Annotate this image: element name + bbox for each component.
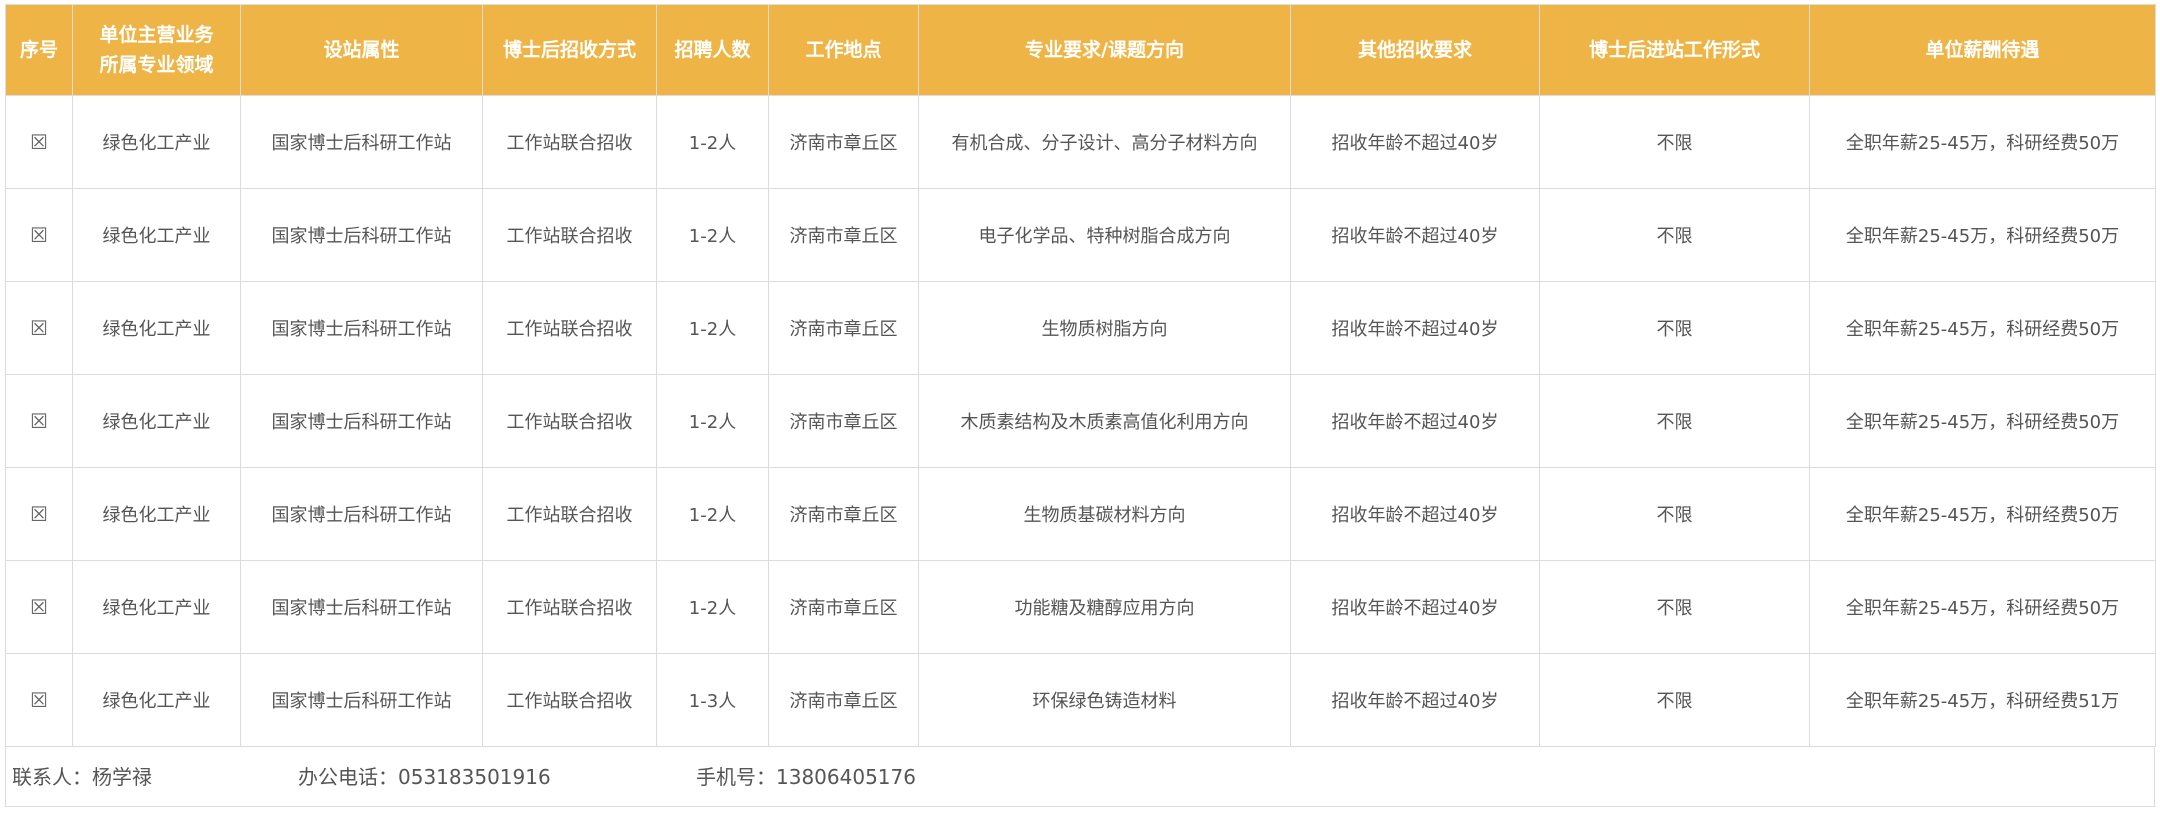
- cell-count: 1-3人: [656, 653, 769, 747]
- cell-other: 招收年龄不超过40岁: [1290, 653, 1540, 747]
- cell-field: 绿色化工产业: [72, 653, 241, 747]
- field-header-line1: 单位主营业务: [99, 24, 214, 46]
- cell-other: 招收年龄不超过40岁: [1290, 560, 1540, 654]
- missing-image-icon: ☒: [5, 467, 73, 561]
- cell-form: 不限: [1539, 95, 1810, 189]
- cell-field: 绿色化工产业: [72, 374, 241, 468]
- cell-form: 不限: [1539, 188, 1810, 282]
- cell-direction: 生物质树脂方向: [918, 281, 1291, 375]
- cell-pay: 全职年薪25-45万，科研经费50万: [1809, 95, 2156, 189]
- mobile-phone: 手机号：13806405176: [696, 765, 916, 789]
- cell-count: 1-2人: [656, 188, 769, 282]
- cell-count: 1-2人: [656, 374, 769, 468]
- col-header-field: 单位主营业务 所属专业领域: [72, 4, 241, 96]
- cell-type: 国家博士后科研工作站: [240, 374, 483, 468]
- missing-image-icon: ☒: [5, 374, 73, 468]
- cell-location: 济南市章丘区: [768, 560, 919, 654]
- cell-method: 工作站联合招收: [482, 467, 657, 561]
- cell-count: 1-2人: [656, 95, 769, 189]
- cell-other: 招收年龄不超过40岁: [1290, 95, 1540, 189]
- cell-method: 工作站联合招收: [482, 653, 657, 747]
- table-row: ☒ 绿色化工产业 国家博士后科研工作站 工作站联合招收 1-2人 济南市章丘区 生物质树脂方…: [5, 281, 2156, 375]
- col-header-location: 工作地点: [768, 4, 919, 96]
- cell-type: 国家博士后科研工作站: [240, 281, 483, 375]
- cell-field: 绿色化工产业: [72, 281, 241, 375]
- table-row: ☒ 绿色化工产业 国家博士后科研工作站 工作站联合招收 1-2人 济南市章丘区 生物质基碳材…: [5, 467, 2156, 561]
- cell-form: 不限: [1539, 467, 1810, 561]
- cell-form: 不限: [1539, 374, 1810, 468]
- cell-location: 济南市章丘区: [768, 374, 919, 468]
- cell-form: 不限: [1539, 653, 1810, 747]
- col-header-form: 博士后进站工作形式: [1539, 4, 1810, 96]
- cell-location: 济南市章丘区: [768, 95, 919, 189]
- cell-direction: 木质素结构及木质素高值化利用方向: [918, 374, 1291, 468]
- recruitment-table: 序号 单位主营业务 所属专业领域 设站属性 博士后招收方式 招聘人数 工作地点 专…: [5, 4, 2156, 747]
- cell-type: 国家博士后科研工作站: [240, 653, 483, 747]
- contact-footer: 联系人：杨学禄 办公电话：053183501916 手机号：1380640517…: [5, 748, 2155, 807]
- cell-count: 1-2人: [656, 467, 769, 561]
- col-header-no: 序号: [5, 4, 73, 96]
- cell-pay: 全职年薪25-45万，科研经费50万: [1809, 188, 2156, 282]
- cell-field: 绿色化工产业: [72, 95, 241, 189]
- col-header-other: 其他招收要求: [1290, 4, 1540, 96]
- cell-type: 国家博士后科研工作站: [240, 467, 483, 561]
- missing-image-icon: ☒: [5, 281, 73, 375]
- cell-direction: 功能糖及糖醇应用方向: [918, 560, 1291, 654]
- missing-image-icon: ☒: [5, 560, 73, 654]
- col-header-type: 设站属性: [240, 4, 483, 96]
- cell-pay: 全职年薪25-45万，科研经费50万: [1809, 281, 2156, 375]
- cell-location: 济南市章丘区: [768, 653, 919, 747]
- field-header-line2: 所属专业领域: [99, 54, 214, 76]
- cell-direction: 有机合成、分子设计、高分子材料方向: [918, 95, 1291, 189]
- table-row: ☒ 绿色化工产业 国家博士后科研工作站 工作站联合招收 1-2人 济南市章丘区 功能糖及糖醇…: [5, 560, 2156, 654]
- cell-location: 济南市章丘区: [768, 467, 919, 561]
- cell-field: 绿色化工产业: [72, 560, 241, 654]
- office-phone: 办公电话：053183501916: [298, 765, 551, 789]
- cell-pay: 全职年薪25-45万，科研经费50万: [1809, 560, 2156, 654]
- header-row: 序号 单位主营业务 所属专业领域 设站属性 博士后招收方式 招聘人数 工作地点 专…: [5, 4, 2156, 96]
- cell-other: 招收年龄不超过40岁: [1290, 281, 1540, 375]
- cell-other: 招收年龄不超过40岁: [1290, 467, 1540, 561]
- cell-type: 国家博士后科研工作站: [240, 188, 483, 282]
- cell-method: 工作站联合招收: [482, 374, 657, 468]
- table-row: ☒ 绿色化工产业 国家博士后科研工作站 工作站联合招收 1-2人 济南市章丘区 木质素结构及…: [5, 374, 2156, 468]
- cell-method: 工作站联合招收: [482, 95, 657, 189]
- col-header-count: 招聘人数: [656, 4, 769, 96]
- cell-method: 工作站联合招收: [482, 560, 657, 654]
- cell-other: 招收年龄不超过40岁: [1290, 374, 1540, 468]
- cell-count: 1-2人: [656, 281, 769, 375]
- cell-method: 工作站联合招收: [482, 188, 657, 282]
- missing-image-icon: ☒: [5, 653, 73, 747]
- cell-direction: 电子化学品、特种树脂合成方向: [918, 188, 1291, 282]
- cell-pay: 全职年薪25-45万，科研经费50万: [1809, 374, 2156, 468]
- cell-field: 绿色化工产业: [72, 467, 241, 561]
- cell-form: 不限: [1539, 560, 1810, 654]
- cell-field: 绿色化工产业: [72, 188, 241, 282]
- cell-pay: 全职年薪25-45万，科研经费51万: [1809, 653, 2156, 747]
- cell-pay: 全职年薪25-45万，科研经费50万: [1809, 467, 2156, 561]
- cell-count: 1-2人: [656, 560, 769, 654]
- table-row: ☒ 绿色化工产业 国家博士后科研工作站 工作站联合招收 1-2人 济南市章丘区 电子化学品、…: [5, 188, 2156, 282]
- cell-method: 工作站联合招收: [482, 281, 657, 375]
- cell-type: 国家博士后科研工作站: [240, 95, 483, 189]
- cell-form: 不限: [1539, 281, 1810, 375]
- col-header-method: 博士后招收方式: [482, 4, 657, 96]
- cell-location: 济南市章丘区: [768, 188, 919, 282]
- table-row: ☒ 绿色化工产业 国家博士后科研工作站 工作站联合招收 1-2人 济南市章丘区 有机合成、分…: [5, 95, 2156, 189]
- cell-type: 国家博士后科研工作站: [240, 560, 483, 654]
- cell-other: 招收年龄不超过40岁: [1290, 188, 1540, 282]
- cell-direction: 生物质基碳材料方向: [918, 467, 1291, 561]
- col-header-direction: 专业要求/课题方向: [918, 4, 1291, 96]
- missing-image-icon: ☒: [5, 188, 73, 282]
- col-header-pay: 单位薪酬待遇: [1809, 4, 2156, 96]
- missing-image-icon: ☒: [5, 95, 73, 189]
- cell-location: 济南市章丘区: [768, 281, 919, 375]
- cell-direction: 环保绿色铸造材料: [918, 653, 1291, 747]
- table-row: ☒ 绿色化工产业 国家博士后科研工作站 工作站联合招收 1-3人 济南市章丘区 环保绿色铸造…: [5, 653, 2156, 747]
- contact-person: 联系人：杨学禄: [12, 765, 152, 789]
